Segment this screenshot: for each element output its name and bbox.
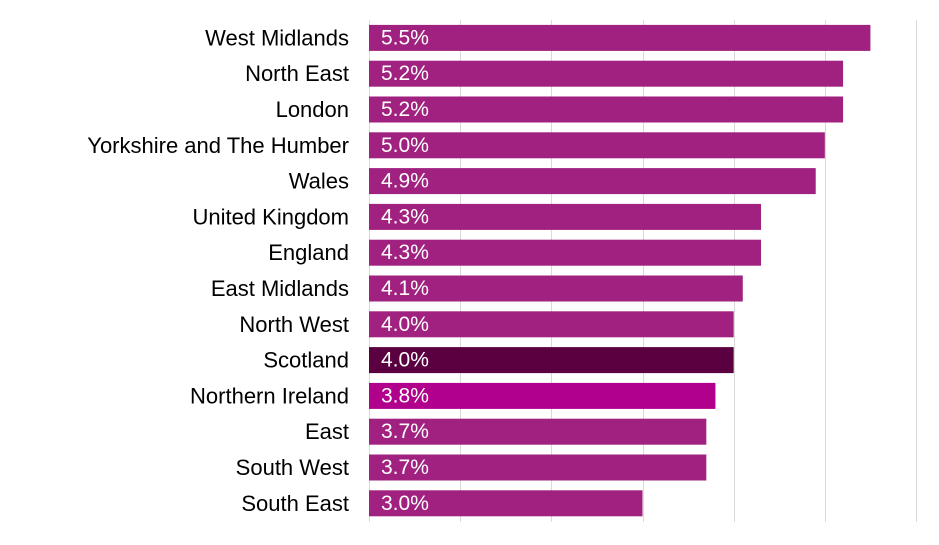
category-label: Wales [289, 169, 349, 194]
category-labels: West Midlands North East London Yorkshire a… [87, 25, 349, 515]
data-label: 3.7% [381, 456, 429, 479]
category-label: London [276, 97, 349, 122]
bars [369, 24, 871, 517]
bar [369, 454, 707, 481]
category-label: Yorkshire and The Humber [87, 133, 349, 158]
bar [369, 490, 643, 517]
data-label: 4.3% [381, 205, 429, 228]
category-label: Scotland [263, 348, 349, 373]
bar [369, 132, 825, 159]
category-label: Northern Ireland [190, 383, 349, 408]
category-label: South West [236, 455, 349, 480]
data-label: 3.0% [381, 492, 429, 515]
data-label: 4.0% [381, 313, 429, 336]
category-label: West Midlands [205, 25, 349, 50]
bar [369, 311, 734, 338]
category-label: East [305, 419, 349, 444]
bar [369, 239, 762, 266]
category-label: England [268, 240, 349, 265]
bar [369, 60, 844, 87]
value-labels: 5.5% 5.2% 5.2% 5.0% 4.9% 4.3% 4.3% 4.1% 4.0% 4.0%… [381, 26, 429, 514]
data-label: 3.7% [381, 420, 429, 443]
data-label: 4.3% [381, 241, 429, 264]
data-label: 4.1% [381, 277, 429, 300]
data-label: 3.8% [381, 384, 429, 407]
category-label: United Kingdom [192, 204, 349, 229]
bar [369, 275, 743, 302]
data-label: 4.0% [381, 349, 429, 372]
bar [369, 24, 871, 51]
gridlines [369, 20, 917, 522]
data-label: 4.9% [381, 170, 429, 193]
bar [369, 168, 816, 195]
category-label: South East [241, 491, 349, 516]
bar [369, 96, 844, 123]
data-label: 5.2% [381, 62, 429, 85]
data-label: 5.0% [381, 134, 429, 157]
category-label: North East [245, 61, 349, 86]
data-label: 5.2% [381, 98, 429, 121]
bar [369, 347, 734, 374]
bar [369, 382, 716, 409]
category-label: East Midlands [211, 276, 349, 301]
category-label: North West [239, 312, 349, 337]
bar [369, 418, 707, 445]
bar [369, 203, 762, 230]
data-label: 5.5% [381, 26, 429, 49]
